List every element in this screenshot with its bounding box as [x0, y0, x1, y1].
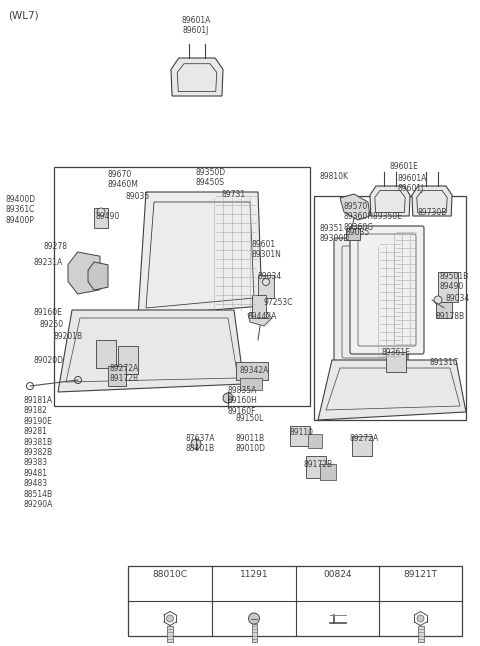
Bar	[320, 464, 336, 480]
Text: 89601E: 89601E	[390, 162, 419, 171]
Text: 97253C: 97253C	[264, 298, 293, 307]
Text: 89131C: 89131C	[430, 358, 459, 367]
Text: 89570
89360H89350E
89360G: 89570 89360H89350E 89360G	[344, 202, 403, 232]
Text: 89278: 89278	[44, 242, 68, 251]
Text: 89490: 89490	[96, 212, 120, 221]
Text: 88010C: 88010C	[153, 570, 188, 579]
Bar	[386, 352, 406, 372]
Text: 89670
89460M: 89670 89460M	[108, 170, 139, 189]
PathPatch shape	[340, 194, 370, 220]
Text: 89035: 89035	[346, 228, 370, 237]
Text: 89350D
89450S: 89350D 89450S	[196, 168, 226, 187]
Text: 89835A
89160H
89160F: 89835A 89160H 89160F	[228, 386, 258, 416]
Bar	[438, 272, 458, 302]
Text: 89020D: 89020D	[34, 356, 64, 365]
Text: 89601A
89601J: 89601A 89601J	[181, 16, 211, 36]
PathPatch shape	[412, 186, 452, 216]
Circle shape	[263, 278, 269, 286]
Text: 89731: 89731	[222, 190, 246, 199]
FancyBboxPatch shape	[350, 226, 424, 354]
Text: 89342A: 89342A	[240, 366, 269, 375]
Text: 89034: 89034	[446, 294, 470, 303]
Text: 89110: 89110	[290, 428, 314, 437]
Bar	[54, 167, 310, 406]
Bar	[436, 302, 452, 318]
FancyBboxPatch shape	[334, 238, 408, 366]
Bar	[108, 366, 126, 386]
Circle shape	[97, 208, 105, 216]
Bar	[352, 436, 372, 456]
Bar	[308, 434, 322, 448]
Text: 89272A: 89272A	[350, 434, 379, 443]
Text: 89172B: 89172B	[304, 460, 333, 469]
Text: 89121T: 89121T	[404, 570, 437, 579]
Bar	[118, 346, 138, 374]
Circle shape	[249, 613, 260, 624]
Bar	[128, 566, 462, 636]
Bar	[290, 426, 310, 446]
Text: 89501B
89490: 89501B 89490	[440, 272, 469, 291]
Bar	[346, 228, 360, 240]
Text: 87637A
88401B: 87637A 88401B	[186, 434, 216, 453]
Text: 89011B
89010D: 89011B 89010D	[236, 434, 266, 453]
Text: 89250: 89250	[40, 320, 64, 329]
Bar	[236, 362, 268, 380]
PathPatch shape	[171, 58, 223, 96]
Text: 89181A
89182
89190E
89281
89381B
89382B
89383
89481
89483
88514B
89290A: 89181A 89182 89190E 89281 89381B 89382B …	[24, 396, 53, 509]
Text: 89178B: 89178B	[436, 312, 465, 321]
Text: 89361E: 89361E	[382, 348, 411, 357]
Text: 89231A: 89231A	[34, 258, 63, 267]
Circle shape	[417, 615, 424, 622]
Text: 89201B: 89201B	[54, 332, 83, 341]
Bar	[252, 295, 266, 318]
Bar	[240, 378, 262, 390]
Text: (WL7): (WL7)	[8, 10, 38, 20]
PathPatch shape	[318, 360, 466, 420]
Bar	[252, 624, 256, 642]
Text: 89035: 89035	[126, 192, 150, 201]
Text: 89034: 89034	[258, 272, 282, 281]
Text: 89150L: 89150L	[236, 414, 264, 423]
Bar	[167, 625, 173, 641]
Circle shape	[191, 439, 201, 449]
Text: 89442A: 89442A	[248, 312, 277, 321]
Text: 89810K: 89810K	[320, 172, 349, 181]
Text: 89730B: 89730B	[418, 208, 447, 217]
Text: 89601A
89601J: 89601A 89601J	[398, 174, 427, 193]
Text: 11291: 11291	[240, 570, 268, 579]
Bar	[96, 340, 116, 368]
Text: 89160E: 89160E	[34, 308, 63, 317]
Text: 89272A
89172B: 89272A 89172B	[110, 364, 139, 383]
Text: 00824: 00824	[323, 570, 352, 579]
Bar	[258, 275, 274, 298]
PathPatch shape	[370, 186, 410, 216]
Bar	[418, 625, 423, 641]
Text: 89351
89300D: 89351 89300D	[320, 224, 350, 244]
Text: 89400D
89361C
89400P: 89400D 89361C 89400P	[6, 195, 36, 225]
Bar	[94, 208, 108, 228]
PathPatch shape	[88, 262, 108, 290]
PathPatch shape	[138, 192, 262, 316]
Circle shape	[167, 615, 173, 622]
Bar	[314, 196, 466, 420]
Text: 89601
89301N: 89601 89301N	[252, 240, 282, 260]
Circle shape	[223, 393, 233, 403]
PathPatch shape	[68, 252, 100, 294]
PathPatch shape	[248, 308, 272, 326]
PathPatch shape	[58, 310, 244, 392]
Bar	[306, 456, 326, 478]
Circle shape	[434, 296, 442, 304]
